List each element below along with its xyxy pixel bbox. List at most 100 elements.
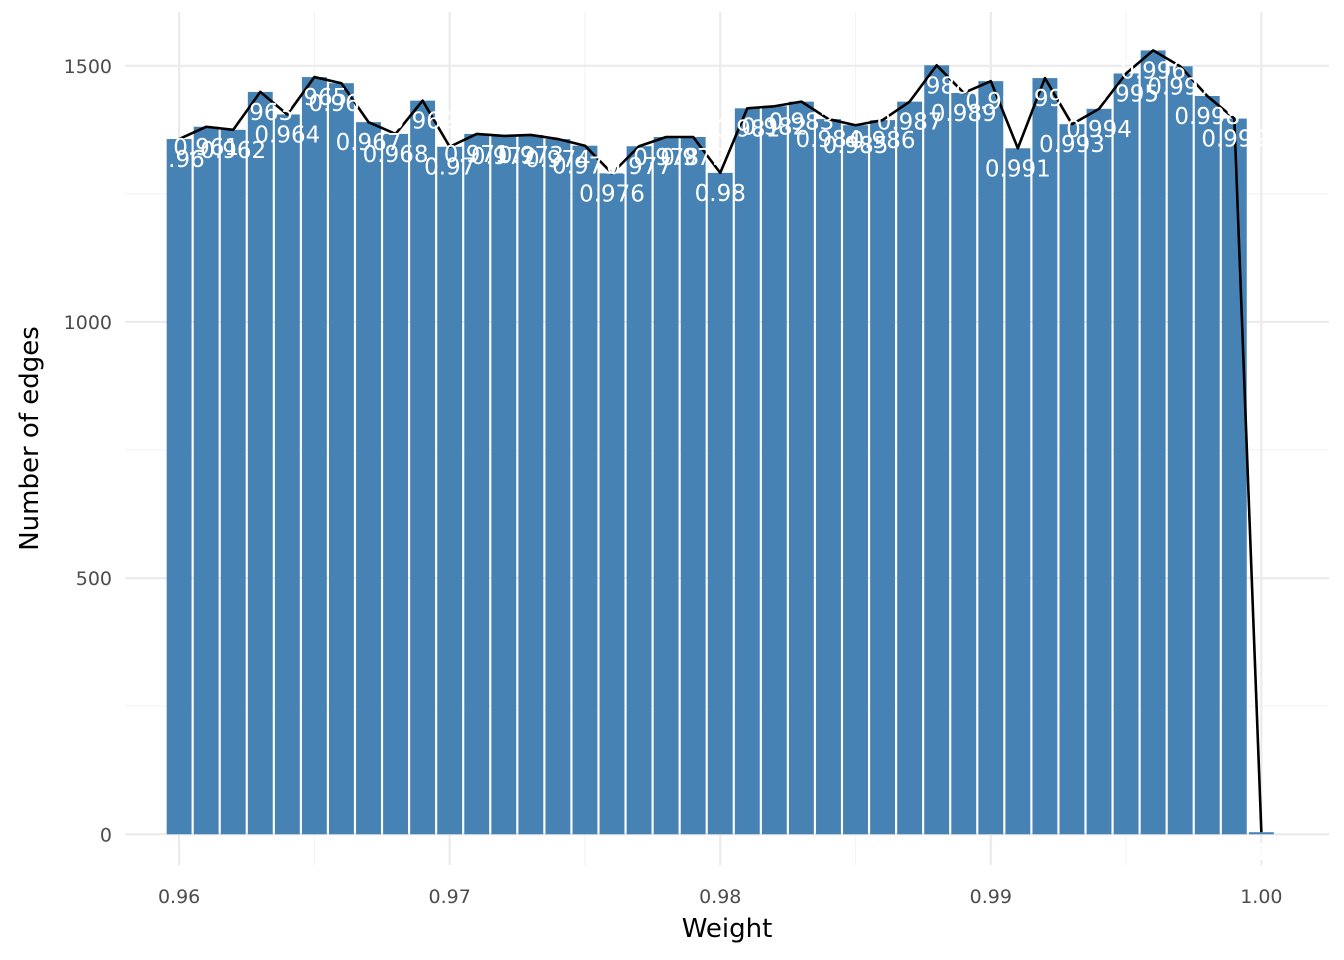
y-axis-title: Number of edges bbox=[15, 326, 45, 551]
bar-value-label: 0.991 bbox=[985, 156, 1051, 182]
bar bbox=[1005, 148, 1031, 835]
bar-value-label: 0.967 bbox=[336, 130, 402, 156]
bar-value-label: 0.971 bbox=[444, 142, 510, 168]
bar bbox=[870, 120, 896, 835]
bar bbox=[301, 77, 327, 835]
x-tick-label: 0.97 bbox=[429, 886, 471, 908]
bar bbox=[247, 91, 273, 835]
bar bbox=[437, 146, 463, 835]
bar bbox=[518, 134, 544, 835]
bar-value-label: 0.963 bbox=[227, 100, 293, 126]
bar bbox=[274, 114, 300, 835]
bar bbox=[761, 106, 787, 835]
bar bbox=[653, 137, 679, 835]
bar bbox=[1194, 96, 1220, 835]
bar-value-label: 0.995 bbox=[1093, 81, 1159, 107]
bar bbox=[329, 83, 354, 835]
bar bbox=[572, 145, 598, 835]
bar bbox=[491, 135, 517, 835]
bar-value-label: 0.993 bbox=[1039, 132, 1105, 158]
bar bbox=[1113, 73, 1139, 835]
x-tick-label: 0.96 bbox=[158, 886, 200, 908]
x-tick-label: 0.99 bbox=[970, 886, 1012, 908]
bars bbox=[166, 50, 1274, 835]
bar-value-label: 0.961 bbox=[173, 135, 239, 161]
bar bbox=[734, 108, 760, 835]
bar-value-label: 0.981 bbox=[714, 116, 780, 142]
bar bbox=[545, 139, 571, 835]
bar-value-label: 0.994 bbox=[1066, 117, 1132, 143]
bar bbox=[816, 119, 841, 835]
bar bbox=[356, 122, 381, 835]
bar-value-label: 0.98 bbox=[695, 181, 746, 207]
bar bbox=[166, 139, 192, 835]
bar bbox=[599, 173, 625, 835]
bar-value-label: 0.96 bbox=[154, 147, 205, 173]
bar-value-label: 0.979 bbox=[660, 145, 726, 171]
bar-value-label: 0.983 bbox=[768, 110, 834, 136]
y-tick-label: 0 bbox=[100, 824, 112, 846]
bar bbox=[464, 133, 490, 835]
bar-value-label: 0.975 bbox=[552, 154, 618, 180]
bar-value-label: 0.972 bbox=[471, 144, 537, 170]
x-tick-label: 1.00 bbox=[1240, 886, 1282, 908]
y-tick-label: 1500 bbox=[64, 56, 112, 78]
bar-value-label: 0.999 bbox=[1201, 127, 1267, 153]
bar bbox=[1221, 118, 1247, 835]
bar bbox=[410, 100, 436, 835]
bar-value-label: 0.989 bbox=[931, 101, 997, 127]
bar-value-label: 0.97 bbox=[424, 155, 475, 181]
bar-value-label: 0.973 bbox=[498, 143, 564, 169]
bar bbox=[1140, 50, 1166, 835]
bar-value-label: 0.969 bbox=[390, 109, 456, 135]
bar bbox=[924, 65, 950, 835]
x-axis-title: Weight bbox=[682, 914, 773, 944]
y-axis-ticks: 0 500 1000 1500 bbox=[64, 56, 112, 846]
bar bbox=[897, 101, 923, 835]
bar bbox=[1167, 66, 1193, 835]
bar-value-label: 0.984 bbox=[796, 127, 862, 153]
bar-value-label: 0.978 bbox=[633, 145, 699, 171]
bar bbox=[1059, 124, 1085, 835]
bar bbox=[626, 146, 652, 835]
trend-line-layer bbox=[178, 49, 1263, 833]
bar-value-label: 0.998 bbox=[1174, 104, 1240, 130]
bar-value-label: 0.996 bbox=[1120, 58, 1186, 84]
bar-value-label: 0.987 bbox=[877, 110, 943, 136]
bar bbox=[951, 92, 977, 835]
bar bbox=[843, 125, 868, 835]
bar-value-label: 0.988 bbox=[904, 73, 970, 99]
bar-value-label: 0.977 bbox=[606, 154, 672, 180]
bar-value-label: 0.966 bbox=[309, 91, 375, 117]
bar bbox=[220, 129, 246, 835]
y-tick-label: 500 bbox=[76, 568, 112, 590]
bar bbox=[1248, 832, 1274, 835]
x-tick-label: 0.98 bbox=[699, 886, 741, 908]
bar-value-label: 0.976 bbox=[579, 181, 645, 207]
trend-line bbox=[178, 49, 1263, 833]
bar bbox=[707, 172, 733, 835]
bar bbox=[680, 137, 706, 835]
bar-value-label: 0.985 bbox=[823, 133, 889, 159]
bar-value-label: 0.992 bbox=[1012, 86, 1078, 112]
bar-value-label: 0.965 bbox=[281, 85, 347, 111]
bar bbox=[788, 101, 814, 835]
bar bbox=[383, 133, 409, 835]
bar bbox=[1086, 108, 1112, 835]
bar bbox=[978, 81, 1004, 835]
bar-labels: 0.960.9610.9620.9630.9640.9650.9660.9670… bbox=[154, 58, 1269, 866]
bar-value-label: 0.974 bbox=[525, 147, 591, 173]
x-axis-ticks: 0.96 0.97 0.98 0.99 1.00 bbox=[158, 886, 1283, 908]
bar bbox=[193, 126, 219, 835]
bar-value-label: 0.99 bbox=[965, 89, 1016, 115]
y-tick-label: 1000 bbox=[64, 312, 112, 334]
bar-value-label: 0.968 bbox=[363, 142, 429, 168]
bar-value-label: 0.986 bbox=[850, 128, 916, 154]
bar-value-label: 0.997 bbox=[1147, 74, 1213, 100]
bar-value-label: 0.982 bbox=[741, 114, 807, 140]
bar-value-label: 0.964 bbox=[254, 122, 320, 148]
bar bbox=[1032, 78, 1058, 835]
bar-value-label: 0.962 bbox=[200, 138, 266, 164]
bar-value-label: 1 bbox=[1254, 840, 1269, 866]
